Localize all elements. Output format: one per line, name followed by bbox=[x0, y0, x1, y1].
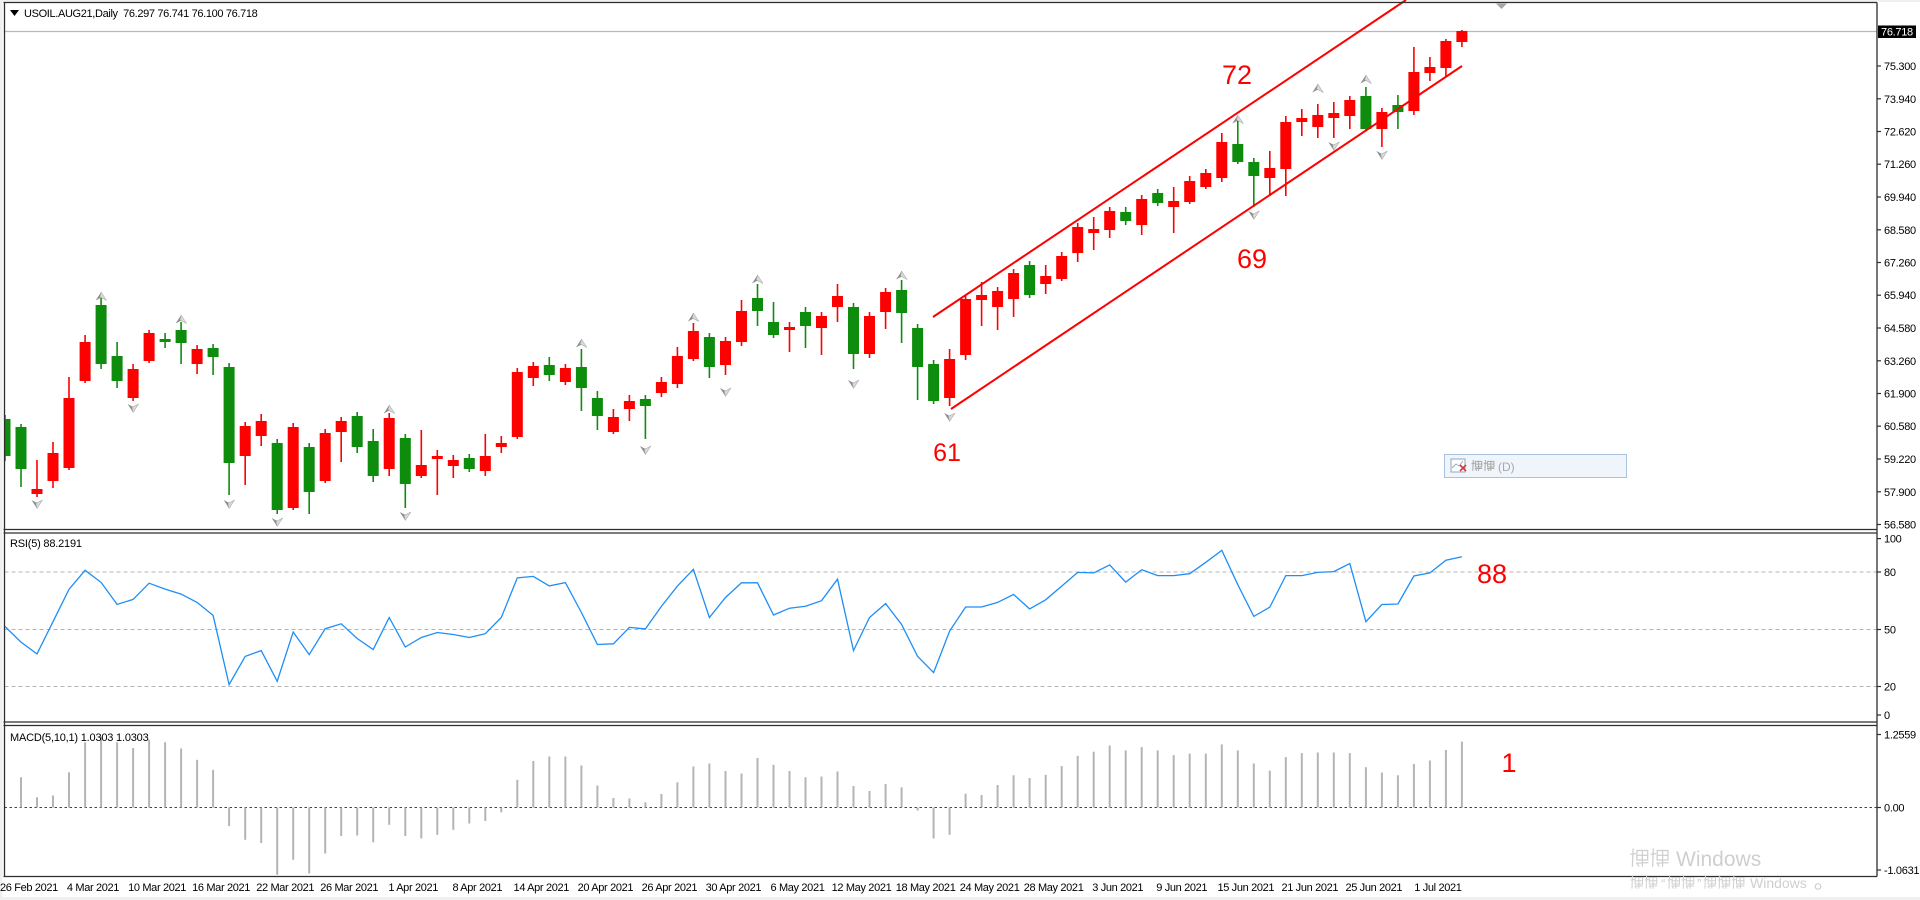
svg-text:16 Mar 2021: 16 Mar 2021 bbox=[192, 882, 250, 894]
svg-text:-1.0631: -1.0631 bbox=[1884, 865, 1919, 877]
svg-text:0: 0 bbox=[1884, 710, 1890, 722]
svg-text:26 Apr 2021: 26 Apr 2021 bbox=[642, 882, 698, 894]
svg-text:18 May 2021: 18 May 2021 bbox=[896, 882, 956, 894]
svg-text:15 Jun 2021: 15 Jun 2021 bbox=[1217, 882, 1274, 894]
svg-text:20 Apr 2021: 20 Apr 2021 bbox=[578, 882, 634, 894]
svg-text:71.260: 71.260 bbox=[1884, 159, 1916, 171]
svg-text:67.260: 67.260 bbox=[1884, 258, 1916, 270]
svg-text:10 Mar 2021: 10 Mar 2021 bbox=[128, 882, 186, 894]
svg-text:72.620: 72.620 bbox=[1884, 127, 1916, 139]
svg-text:63.260: 63.260 bbox=[1884, 356, 1916, 368]
svg-text:28 May 2021: 28 May 2021 bbox=[1024, 882, 1084, 894]
svg-text:8 Apr 2021: 8 Apr 2021 bbox=[452, 882, 502, 894]
svg-text:61.900: 61.900 bbox=[1884, 389, 1916, 401]
svg-text:68.580: 68.580 bbox=[1884, 225, 1916, 237]
svg-text:12 May 2021: 12 May 2021 bbox=[832, 882, 892, 894]
svg-text:”: ” bbox=[1697, 876, 1701, 891]
svg-text:50: 50 bbox=[1884, 625, 1896, 637]
svg-text:26 Mar 2021: 26 Mar 2021 bbox=[320, 882, 378, 894]
svg-text:20: 20 bbox=[1884, 682, 1896, 694]
svg-text:(D): (D) bbox=[1498, 460, 1515, 474]
svg-text:Windows: Windows bbox=[1750, 875, 1807, 891]
svg-text:RSI(5) 88.2191: RSI(5) 88.2191 bbox=[10, 538, 82, 550]
svg-text:59.220: 59.220 bbox=[1884, 454, 1916, 466]
svg-text:56.580: 56.580 bbox=[1884, 520, 1916, 532]
svg-text:30 Apr 2021: 30 Apr 2021 bbox=[706, 882, 762, 894]
svg-text:1.2559: 1.2559 bbox=[1884, 730, 1916, 742]
svg-text:Windows: Windows bbox=[1676, 848, 1761, 871]
svg-text:21 Jun 2021: 21 Jun 2021 bbox=[1281, 882, 1338, 894]
svg-text:69: 69 bbox=[1237, 244, 1267, 274]
svg-text:100: 100 bbox=[1884, 534, 1902, 546]
svg-text:57.900: 57.900 bbox=[1884, 487, 1916, 499]
svg-text:73.940: 73.940 bbox=[1884, 94, 1916, 106]
svg-text:25 Jun 2021: 25 Jun 2021 bbox=[1345, 882, 1402, 894]
svg-text:6 May 2021: 6 May 2021 bbox=[771, 882, 825, 894]
svg-text:76.718: 76.718 bbox=[1881, 27, 1913, 39]
svg-text:MACD(5,10,1) 1.0303 1.0303: MACD(5,10,1) 1.0303 1.0303 bbox=[10, 732, 149, 744]
svg-text:75.300: 75.300 bbox=[1884, 61, 1916, 73]
svg-text:22 Mar 2021: 22 Mar 2021 bbox=[256, 882, 314, 894]
svg-text:61: 61 bbox=[933, 439, 961, 467]
svg-text:60.580: 60.580 bbox=[1884, 421, 1916, 433]
svg-text:80: 80 bbox=[1884, 567, 1896, 579]
svg-text:65.940: 65.940 bbox=[1884, 290, 1916, 302]
svg-text:1 Apr 2021: 1 Apr 2021 bbox=[388, 882, 438, 894]
svg-text:9 Jun 2021: 9 Jun 2021 bbox=[1156, 882, 1207, 894]
svg-text:64.580: 64.580 bbox=[1884, 323, 1916, 335]
svg-text:1: 1 bbox=[1501, 748, 1516, 778]
svg-text:1 Jul 2021: 1 Jul 2021 bbox=[1414, 882, 1461, 894]
svg-text:14 Apr 2021: 14 Apr 2021 bbox=[514, 882, 570, 894]
svg-text:24 May 2021: 24 May 2021 bbox=[960, 882, 1020, 894]
svg-text:26 Feb 2021: 26 Feb 2021 bbox=[0, 882, 58, 894]
svg-text:3 Jun 2021: 3 Jun 2021 bbox=[1092, 882, 1143, 894]
svg-text:69.940: 69.940 bbox=[1884, 192, 1916, 204]
svg-text:4 Mar 2021: 4 Mar 2021 bbox=[67, 882, 119, 894]
svg-text:88: 88 bbox=[1477, 559, 1507, 589]
svg-text:0.00: 0.00 bbox=[1884, 803, 1904, 815]
svg-text:72: 72 bbox=[1222, 60, 1252, 90]
svg-text:“: “ bbox=[1661, 876, 1665, 891]
svg-text:USOIL.AUG21,Daily 76.297 76.7: USOIL.AUG21,Daily 76.297 76.741 76.100 7… bbox=[24, 8, 258, 20]
